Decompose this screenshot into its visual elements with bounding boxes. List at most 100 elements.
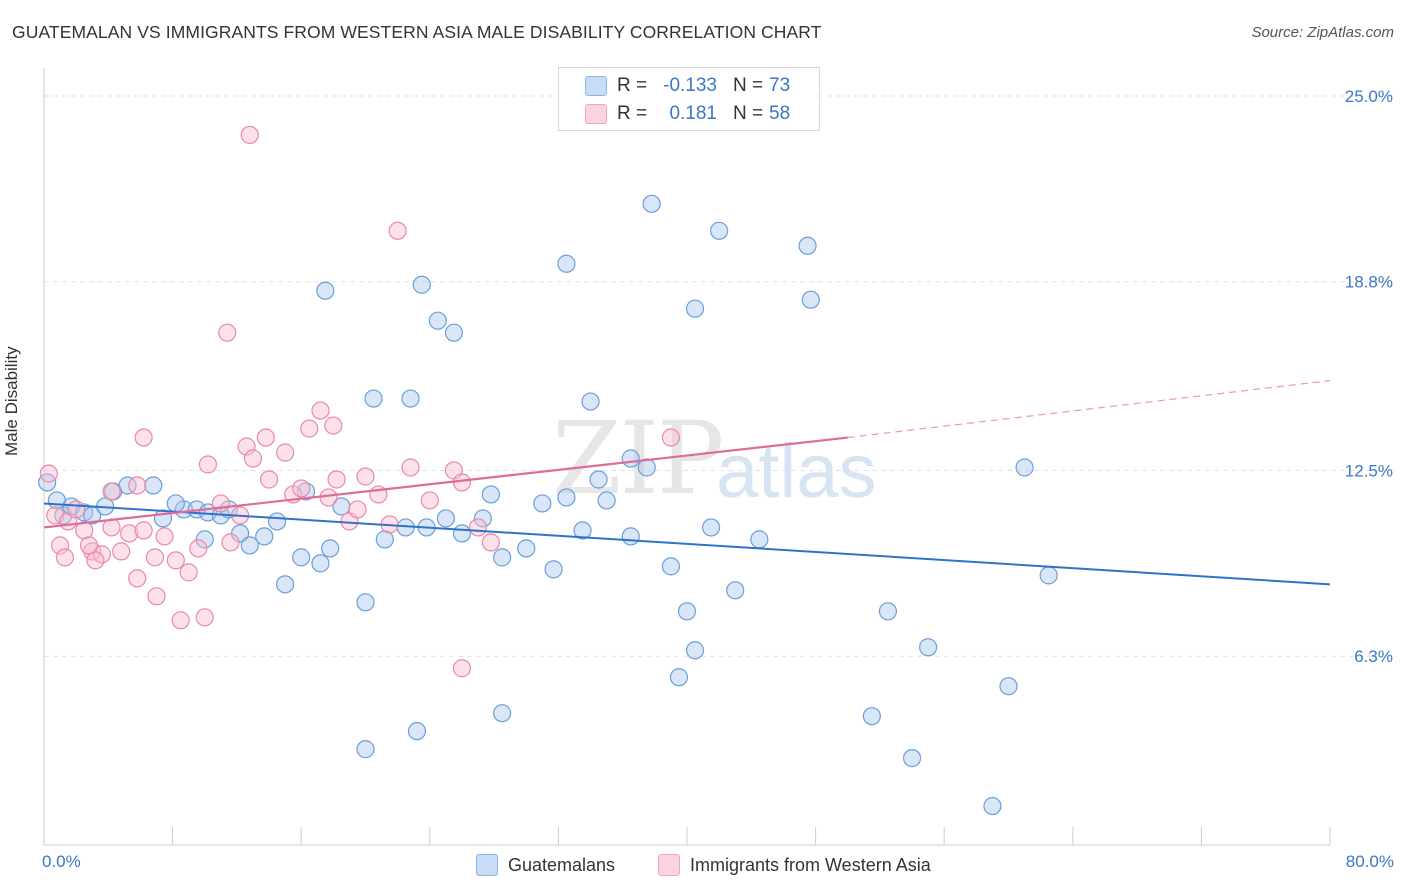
point-western-asia bbox=[171, 611, 190, 630]
point-guatemalans bbox=[677, 602, 697, 621]
point-western-asia bbox=[348, 500, 367, 519]
point-guatemalans bbox=[801, 290, 820, 309]
legend-swatch-western-asia bbox=[658, 854, 680, 876]
point-guatemalans bbox=[356, 740, 375, 759]
point-guatemalans bbox=[412, 275, 431, 294]
point-guatemalans bbox=[473, 509, 492, 528]
r-value: -0.133 bbox=[663, 75, 717, 96]
point-guatemalans bbox=[557, 254, 576, 273]
point-western-asia bbox=[401, 458, 420, 477]
point-western-asia bbox=[452, 659, 472, 678]
point-guatemalans bbox=[311, 554, 330, 573]
point-western-asia bbox=[324, 416, 343, 435]
source-label: Source: ZipAtlas.com bbox=[1251, 24, 1394, 41]
point-guatemalans bbox=[669, 668, 689, 687]
point-guatemalans bbox=[444, 323, 464, 342]
point-western-asia bbox=[256, 428, 275, 447]
r-label: R = bbox=[617, 103, 648, 124]
point-guatemalans bbox=[919, 638, 938, 657]
point-guatemalans bbox=[878, 602, 898, 621]
point-western-asia bbox=[259, 470, 279, 489]
point-guatemalans bbox=[621, 527, 640, 546]
point-guatemalans bbox=[902, 749, 922, 768]
point-guatemalans bbox=[407, 722, 427, 741]
r-value: 0.181 bbox=[669, 103, 717, 124]
n-label: N = bbox=[733, 103, 764, 124]
point-western-asia bbox=[120, 524, 139, 543]
stats-swatch-guatemalans bbox=[585, 76, 607, 96]
point-guatemalans bbox=[983, 796, 1002, 816]
point-western-asia bbox=[179, 563, 198, 582]
point-western-asia bbox=[134, 428, 153, 447]
y-tick-label: 6.3% bbox=[1354, 647, 1393, 666]
point-guatemalans bbox=[292, 548, 311, 567]
point-western-asia bbox=[327, 470, 346, 489]
y-tick-label: 25.0% bbox=[1345, 87, 1393, 106]
point-guatemalans bbox=[710, 221, 729, 240]
point-guatemalans bbox=[621, 449, 640, 468]
stats-swatch-western-asia bbox=[585, 104, 607, 124]
point-guatemalans bbox=[316, 281, 335, 300]
point-guatemalans bbox=[375, 530, 394, 549]
x-tick-min: 0.0% bbox=[42, 852, 81, 871]
point-western-asia bbox=[661, 428, 681, 447]
x-tick-max: 80.0% bbox=[1345, 852, 1394, 871]
point-guatemalans bbox=[428, 311, 447, 330]
y-tick-label: 12.5% bbox=[1345, 461, 1393, 480]
point-western-asia bbox=[276, 443, 295, 462]
point-western-asia bbox=[319, 488, 338, 507]
point-guatemalans bbox=[726, 581, 745, 600]
point-western-asia bbox=[79, 536, 99, 555]
point-western-asia bbox=[102, 482, 121, 501]
point-guatemalans bbox=[493, 704, 512, 723]
point-guatemalans bbox=[321, 539, 340, 558]
point-guatemalans bbox=[798, 236, 817, 255]
point-western-asia bbox=[452, 473, 472, 492]
point-guatemalans bbox=[1039, 566, 1058, 585]
point-western-asia bbox=[128, 476, 147, 495]
point-guatemalans bbox=[557, 488, 576, 507]
point-guatemalans bbox=[1015, 458, 1034, 477]
point-guatemalans bbox=[255, 527, 274, 546]
point-guatemalans bbox=[481, 485, 500, 504]
chart-title: GUATEMALAN VS IMMIGRANTS FROM WESTERN AS… bbox=[12, 22, 822, 42]
point-western-asia bbox=[198, 455, 218, 474]
point-western-asia bbox=[39, 464, 58, 483]
trendline-western-asia bbox=[43, 436, 848, 529]
point-western-asia bbox=[155, 527, 174, 546]
legend-swatch-guatemalans bbox=[476, 854, 498, 876]
point-guatemalans bbox=[597, 491, 616, 510]
point-guatemalans bbox=[862, 707, 881, 726]
n-label: N = bbox=[733, 75, 764, 96]
point-guatemalans bbox=[642, 194, 661, 213]
n-value: 73 bbox=[769, 75, 791, 96]
point-guatemalans bbox=[118, 476, 137, 495]
point-guatemalans bbox=[195, 530, 214, 549]
point-western-asia bbox=[189, 539, 208, 558]
point-guatemalans bbox=[999, 677, 1018, 696]
point-western-asia bbox=[468, 518, 488, 537]
point-western-asia bbox=[55, 548, 74, 567]
point-western-asia bbox=[311, 401, 330, 420]
n-value: 58 bbox=[769, 103, 791, 124]
point-western-asia bbox=[134, 521, 153, 540]
point-guatemalans bbox=[436, 509, 455, 528]
point-western-asia bbox=[195, 608, 214, 627]
point-guatemalans bbox=[750, 530, 769, 549]
legend-label-guatemalans: Guatemalans bbox=[508, 855, 616, 875]
point-western-asia bbox=[356, 467, 375, 486]
point-western-asia bbox=[166, 551, 185, 570]
point-western-asia bbox=[243, 449, 263, 468]
point-guatemalans bbox=[573, 521, 592, 540]
trendline-guatemalans bbox=[43, 502, 1331, 586]
point-guatemalans bbox=[452, 524, 472, 543]
point-guatemalans bbox=[685, 641, 705, 660]
trendline-western-asia-extension bbox=[847, 380, 1331, 439]
point-western-asia bbox=[420, 491, 439, 510]
point-western-asia bbox=[240, 125, 259, 145]
point-guatemalans bbox=[685, 299, 705, 318]
point-guatemalans bbox=[544, 560, 563, 579]
point-western-asia bbox=[86, 551, 105, 570]
point-guatemalans bbox=[493, 548, 512, 567]
point-guatemalans bbox=[240, 536, 259, 555]
